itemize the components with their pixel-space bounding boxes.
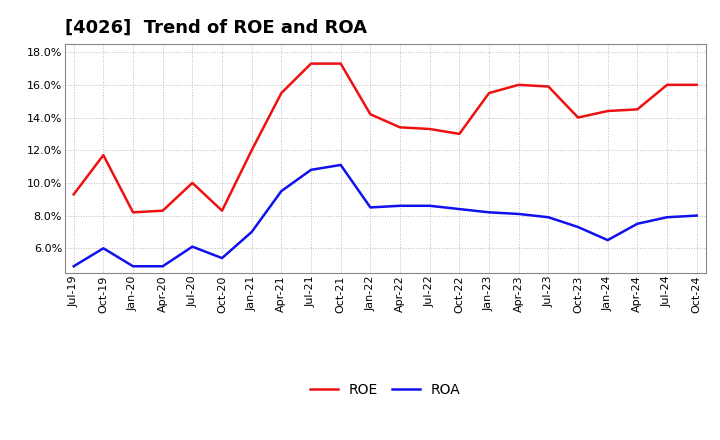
ROA — [574, 224, 582, 230]
ROA — [69, 264, 78, 269]
ROE — [69, 192, 78, 197]
ROA — [693, 213, 701, 218]
ROA — [129, 264, 138, 269]
ROA — [426, 203, 434, 209]
Legend: ROE, ROA: ROE, ROA — [310, 383, 461, 397]
ROE — [277, 90, 286, 95]
ROE — [603, 108, 612, 114]
ROA — [307, 167, 315, 172]
ROE — [99, 153, 108, 158]
ROE — [544, 84, 553, 89]
ROA — [158, 264, 167, 269]
ROA — [248, 229, 256, 235]
ROA — [544, 215, 553, 220]
Line: ROE: ROE — [73, 64, 697, 213]
ROE — [129, 210, 138, 215]
ROA — [514, 211, 523, 216]
ROA — [603, 238, 612, 243]
ROE — [662, 82, 671, 88]
ROE — [217, 208, 226, 213]
ROA — [455, 206, 464, 212]
ROA — [188, 244, 197, 249]
ROA — [485, 210, 493, 215]
ROE — [158, 208, 167, 213]
ROE — [574, 115, 582, 120]
ROA — [366, 205, 374, 210]
ROA — [277, 188, 286, 194]
ROE — [485, 90, 493, 95]
ROA — [396, 203, 405, 209]
ROE — [693, 82, 701, 88]
ROE — [248, 147, 256, 153]
ROE — [336, 61, 345, 66]
ROE — [633, 107, 642, 112]
ROE — [396, 125, 405, 130]
ROE — [514, 82, 523, 88]
Line: ROA: ROA — [73, 165, 697, 266]
ROA — [99, 246, 108, 251]
ROA — [662, 215, 671, 220]
ROA — [217, 256, 226, 261]
Text: [4026]  Trend of ROE and ROA: [4026] Trend of ROE and ROA — [65, 19, 366, 37]
ROA — [336, 162, 345, 168]
ROE — [366, 112, 374, 117]
ROE — [307, 61, 315, 66]
ROE — [455, 131, 464, 136]
ROE — [188, 180, 197, 186]
ROA — [633, 221, 642, 227]
ROE — [426, 126, 434, 132]
